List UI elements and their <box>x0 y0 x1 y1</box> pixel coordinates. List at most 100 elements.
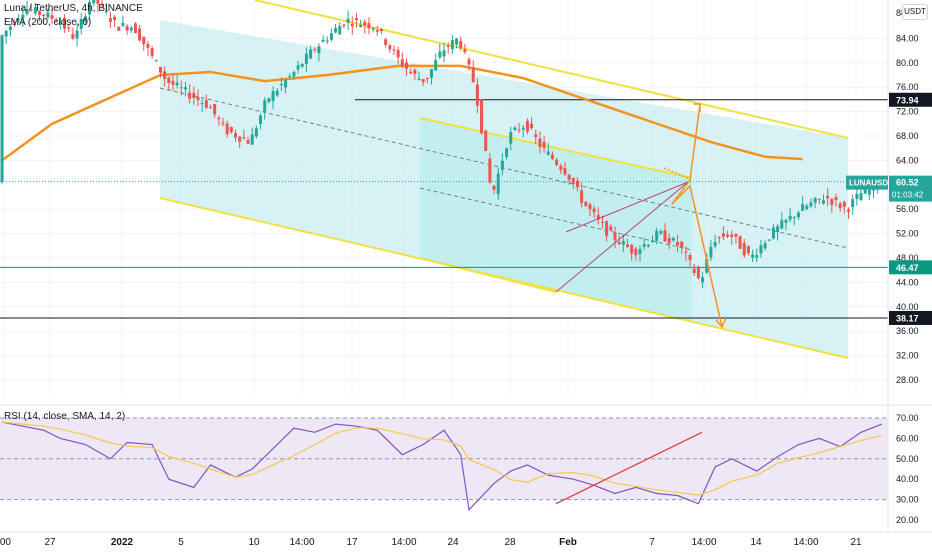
candle <box>21 6 25 27</box>
candle-body <box>434 60 438 71</box>
candle-body <box>384 39 388 45</box>
countdown-text: 01:03:42 <box>892 191 924 200</box>
candle-body <box>317 46 321 54</box>
candle-body <box>659 231 663 234</box>
candle <box>746 245 750 256</box>
candle-body <box>496 173 500 194</box>
candle <box>179 80 183 96</box>
candle <box>805 203 809 211</box>
time-tick-label: 14 <box>750 537 762 548</box>
candle-body <box>192 93 196 99</box>
candle-body <box>617 242 621 245</box>
price-tick-label: 84.00 <box>896 33 919 43</box>
candle <box>284 79 288 94</box>
candle <box>847 207 851 219</box>
candle-body <box>296 65 300 70</box>
candle <box>817 198 821 205</box>
rsi-tick-label: 20.00 <box>896 515 919 525</box>
time-tick-label: 14:00 <box>289 537 314 548</box>
candle <box>183 81 187 97</box>
candle-body <box>329 33 333 40</box>
candle-body <box>855 193 859 199</box>
rsi-tick-label: 60.00 <box>896 433 919 443</box>
candle-body <box>417 78 421 80</box>
candle-body <box>100 3 104 5</box>
candle <box>29 3 33 13</box>
rsi-tick-label: 70.00 <box>896 413 919 423</box>
candle-body <box>563 168 567 175</box>
rsi-trendline <box>555 431 703 505</box>
candle <box>92 0 96 7</box>
candle-body <box>54 21 58 23</box>
candle-body <box>609 226 613 231</box>
candle <box>571 177 575 190</box>
candle <box>438 43 442 60</box>
candle-body <box>163 71 167 79</box>
price-tick-label: 80.00 <box>896 58 919 68</box>
candle-body <box>108 18 112 22</box>
currency-button[interactable]: USDT <box>902 4 928 20</box>
candle <box>496 167 500 200</box>
candle <box>363 19 367 34</box>
candle-body <box>450 40 454 50</box>
candle <box>25 1 29 16</box>
candle-body <box>188 92 192 99</box>
candle <box>721 226 725 241</box>
candle <box>246 136 250 145</box>
candle-body <box>500 160 504 170</box>
candle-body <box>38 11 42 15</box>
candle-body <box>613 232 617 241</box>
candle-body <box>392 49 396 51</box>
candle-body <box>442 50 446 57</box>
candle-body <box>175 82 179 86</box>
candle <box>717 236 721 244</box>
candle-body <box>550 154 554 159</box>
rsi-legend: RSI (14, close, SMA, 14, 2) <box>4 411 126 422</box>
candle-body <box>183 87 187 90</box>
wedge-upper-line <box>555 181 689 293</box>
candle-body <box>534 134 538 138</box>
candle-body <box>63 17 67 29</box>
candle <box>546 143 550 156</box>
candle-body <box>92 0 96 4</box>
candle-body <box>129 27 133 31</box>
candle <box>676 235 680 252</box>
candle <box>792 216 796 226</box>
candle <box>100 0 104 9</box>
candle <box>254 125 258 139</box>
candle-body <box>342 24 346 26</box>
candle <box>784 219 788 231</box>
candle-body <box>513 127 517 130</box>
price-labels: 73.94 46.47 38.17 LUNAUSDT 60.52 01:03:42 <box>846 92 932 325</box>
candle <box>63 14 67 33</box>
candle <box>204 94 208 110</box>
candle-body <box>734 233 738 237</box>
candle-body <box>125 26 129 31</box>
candle-body <box>680 241 684 248</box>
candle-body <box>25 9 29 15</box>
candle <box>167 76 171 91</box>
candle-body <box>505 148 509 157</box>
candle <box>638 245 642 262</box>
candle-body <box>354 18 358 20</box>
candle <box>505 147 509 160</box>
candle <box>309 45 313 60</box>
candle-body <box>488 158 492 183</box>
candle <box>605 220 609 242</box>
candle <box>667 233 671 249</box>
candle <box>188 84 192 104</box>
candle-body <box>459 41 463 49</box>
candle <box>242 129 246 140</box>
candle <box>129 25 133 33</box>
candle-body <box>359 25 363 27</box>
candle <box>567 173 571 185</box>
rsi-indicator <box>0 404 932 512</box>
candle <box>196 89 200 107</box>
candle <box>217 115 221 126</box>
candle <box>663 223 667 242</box>
candle <box>108 12 112 28</box>
candle-body <box>217 117 221 120</box>
candle <box>304 47 308 72</box>
